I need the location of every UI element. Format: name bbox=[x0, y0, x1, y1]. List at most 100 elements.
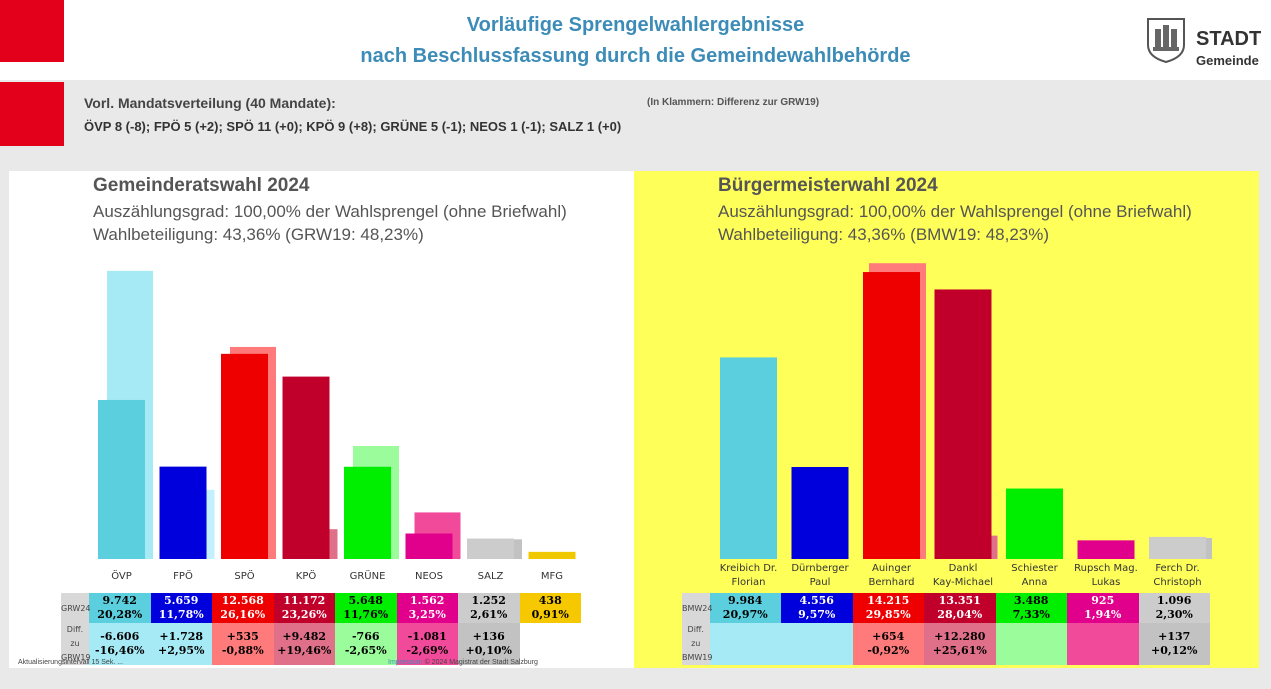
diff-votes: -1.081 bbox=[407, 630, 447, 643]
diff-votes: +535 bbox=[226, 630, 259, 643]
result-cell-bmw-2: 14.215 29,85% bbox=[852, 593, 924, 623]
vote-percent: 20,28% bbox=[97, 608, 143, 621]
result-cell-grw-7: 438 0,91% bbox=[519, 593, 581, 623]
category-label-grw-5: NEOS bbox=[415, 571, 443, 582]
category-label-bmw-5: Rupsch Mag. Lukas bbox=[1074, 563, 1138, 588]
result-cell-grw-4: 5.648 11,76% bbox=[335, 593, 397, 623]
vote-percent: 29,85% bbox=[865, 608, 911, 621]
vote-count: 3.488 bbox=[1014, 594, 1049, 607]
row-label-bmw-diff: Diff. zu BMW19 bbox=[682, 623, 712, 665]
diff-cell-grw-4: -766 -2,65% bbox=[335, 623, 397, 665]
vote-percent: 20,97% bbox=[722, 608, 768, 621]
diff-percent: +2,95% bbox=[158, 644, 205, 657]
vote-count: 9.984 bbox=[728, 594, 763, 607]
diff-percent: -2,65% bbox=[344, 644, 387, 657]
result-cell-grw-5: 1.562 3,25% bbox=[396, 593, 458, 623]
diff-percent: +0,12% bbox=[1151, 644, 1198, 657]
category-label-grw-2: SPÖ bbox=[234, 569, 254, 582]
result-cell-bmw-1: 4.556 9,57% bbox=[781, 593, 853, 623]
diff-percent: -16,46% bbox=[95, 644, 145, 657]
diff-percent: +25,61% bbox=[932, 644, 987, 657]
diff-cell-grw-3: +9.482 +19,46% bbox=[273, 623, 335, 665]
category-label-grw-3: KPÖ bbox=[296, 569, 317, 582]
vote-percent: 26,16% bbox=[220, 608, 266, 621]
diff-votes: -6.606 bbox=[100, 630, 140, 643]
diff-percent: -2,69% bbox=[406, 644, 449, 657]
vote-count: 4.556 bbox=[799, 594, 834, 607]
diff-votes: -766 bbox=[351, 630, 380, 643]
vote-percent: 28,04% bbox=[937, 608, 983, 621]
brand-block-bottom bbox=[0, 82, 64, 146]
bar-grw-current-4 bbox=[344, 466, 391, 559]
vote-count: 11.172 bbox=[283, 594, 326, 607]
result-cell-bmw-0: 9.984 20,97% bbox=[709, 593, 781, 623]
bar-bmw-current-1 bbox=[791, 467, 849, 559]
category-label-bmw-0: Kreibich Dr. Florian bbox=[720, 563, 778, 588]
bar-grw-current-5 bbox=[405, 533, 453, 559]
bar-bmw-current-0 bbox=[720, 357, 777, 559]
vote-count: 1.252 bbox=[471, 594, 506, 607]
bar-grw-current-7 bbox=[528, 551, 576, 559]
bar-grw-current-6 bbox=[467, 538, 514, 559]
result-cell-bmw-5: 925 1,94% bbox=[1067, 593, 1139, 623]
bar-bmw-current-6 bbox=[1149, 536, 1206, 559]
left-results-table: GRW24 9.742 20,28% 5.659 11,78% 12.568 26,16% 1… bbox=[61, 593, 581, 665]
row-label-grw-diff: Diff. zu GRW19 bbox=[61, 623, 91, 665]
diff-cell-grw-6: +136 +0,10% bbox=[458, 623, 520, 665]
diff-votes: +137 bbox=[1158, 630, 1191, 643]
vote-count: 1.096 bbox=[1157, 594, 1192, 607]
vote-count: 5.648 bbox=[348, 594, 383, 607]
footer-copyright: Impressum © 2024 Magistrat der Stadt Sal… bbox=[388, 659, 538, 666]
vote-count: 14.215 bbox=[867, 594, 910, 607]
result-cell-bmw-6: 1.096 2,30% bbox=[1138, 593, 1210, 623]
diff-votes: +654 bbox=[872, 630, 905, 643]
bar-bmw-current-2 bbox=[863, 272, 920, 559]
diff-cell-bmw-6: +137 +0,12% bbox=[1138, 623, 1210, 665]
diff-votes: +1.728 bbox=[159, 630, 204, 643]
diff-cell-bmw-0 bbox=[709, 623, 781, 665]
result-cell-grw-6: 1.252 2,61% bbox=[458, 593, 520, 623]
brand-block-top bbox=[0, 0, 64, 62]
diff-cell-grw-0: -6.606 -16,46% bbox=[89, 623, 151, 665]
diff-cell-bmw-1 bbox=[781, 623, 853, 665]
diff-votes: +12.280 bbox=[934, 630, 986, 643]
result-cell-bmw-3: 13.351 28,04% bbox=[924, 593, 996, 623]
diff-votes: +9.482 bbox=[282, 630, 327, 643]
right-turnout: Wahlbeteiligung: 43,36% (BMW19: 48,23%) bbox=[718, 225, 1050, 244]
result-cell-grw-0: 9.742 20,28% bbox=[89, 593, 151, 623]
diff-cell-grw-7 bbox=[519, 623, 581, 665]
vote-percent: 23,26% bbox=[281, 608, 327, 621]
diff-votes: +136 bbox=[472, 630, 505, 643]
vote-percent: 3,25% bbox=[408, 608, 446, 621]
diff-cell-bmw-2: +654 -0,92% bbox=[852, 623, 924, 665]
diff-percent: -0,88% bbox=[221, 644, 264, 657]
left-count-status: Auszählungsgrad: 100,00% der Wahlsprenge… bbox=[93, 202, 567, 221]
category-label-grw-6: SALZ bbox=[478, 571, 504, 582]
category-label-bmw-1: Dürnberger Paul bbox=[791, 563, 849, 588]
vote-percent: 11,78% bbox=[158, 608, 204, 621]
bar-grw-current-2 bbox=[221, 353, 268, 559]
right-count-status: Auszählungsgrad: 100,00% der Wahlsprenge… bbox=[718, 202, 1192, 221]
vote-count: 9.742 bbox=[102, 594, 137, 607]
diff-cell-grw-5: -1.081 -2,69% bbox=[396, 623, 458, 665]
diff-cell-bmw-5 bbox=[1067, 623, 1139, 665]
impressum-link[interactable]: Impressum bbox=[388, 659, 423, 666]
vote-percent: 11,76% bbox=[343, 608, 389, 621]
category-label-grw-7: MFG bbox=[541, 571, 563, 582]
vote-percent: 2,61% bbox=[470, 608, 508, 621]
mandate-line: ÖVP 8 (-8); FPÖ 5 (+2); SPÖ 11 (+0); KPÖ… bbox=[84, 119, 622, 134]
vote-percent: 2,30% bbox=[1155, 608, 1193, 621]
diff-cell-bmw-4 bbox=[995, 623, 1067, 665]
category-label-grw-4: GRÜNE bbox=[350, 569, 386, 582]
result-cell-grw-1: 5.659 11,78% bbox=[150, 593, 212, 623]
category-label-grw-0: ÖVP bbox=[111, 569, 132, 582]
vote-percent: 9,57% bbox=[798, 608, 836, 621]
vote-count: 12.568 bbox=[221, 594, 264, 607]
refresh-note: Aktualisierungsintervall 15 Sek. ... bbox=[18, 659, 124, 666]
header-bar bbox=[0, 0, 1271, 80]
result-cell-bmw-4: 3.488 7,33% bbox=[995, 593, 1067, 623]
vote-percent: 0,91% bbox=[531, 608, 569, 621]
city-crest-icon[interactable] bbox=[1146, 17, 1186, 63]
row-label-grw-current: GRW24 bbox=[61, 593, 91, 623]
vote-count: 13.351 bbox=[938, 594, 981, 607]
